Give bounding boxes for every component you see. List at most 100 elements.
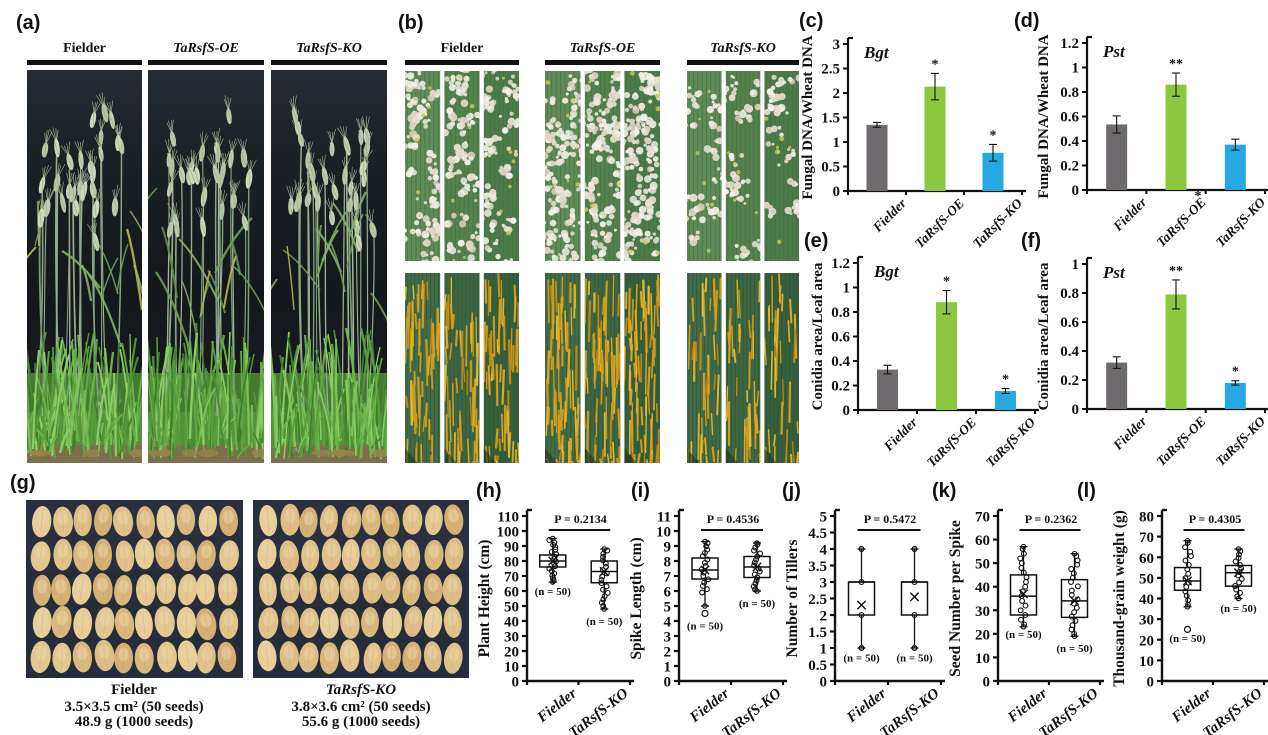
svg-text:Thousand-grain weight (g): Thousand-grain weight (g)	[1111, 510, 1128, 687]
svg-text:10: 10	[504, 660, 519, 676]
svg-text:Fielder: Fielder	[441, 41, 484, 56]
svg-text:8: 8	[664, 555, 672, 571]
svg-text:**: **	[1169, 264, 1183, 279]
svg-text:(n = 50): (n = 50)	[1169, 633, 1206, 645]
svg-text:80: 80	[504, 555, 519, 571]
svg-text:Fielder: Fielder	[1110, 194, 1150, 234]
svg-text:3: 3	[833, 37, 841, 53]
svg-text:Fielder: Fielder	[1168, 685, 1214, 726]
svg-text:(n = 50): (n = 50)	[739, 598, 776, 610]
svg-text:(g): (g)	[10, 472, 36, 494]
svg-text:1: 1	[820, 642, 828, 658]
svg-text:TaRsfS-KO: TaRsfS-KO	[1213, 194, 1268, 250]
svg-text:4: 4	[820, 543, 828, 559]
svg-text:TaRsfS-KO: TaRsfS-KO	[983, 414, 1039, 470]
svg-text:40: 40	[975, 580, 990, 596]
svg-text:10: 10	[975, 651, 990, 667]
svg-text:1.2: 1.2	[1060, 36, 1079, 52]
svg-text:10: 10	[656, 525, 671, 541]
svg-text:(k): (k)	[932, 480, 956, 502]
svg-text:0.4: 0.4	[831, 354, 850, 370]
svg-text:1: 1	[833, 135, 841, 151]
svg-text:TaRsfS-KO: TaRsfS-KO	[877, 685, 942, 735]
svg-text:(n = 50): (n = 50)	[1220, 603, 1257, 615]
svg-text:*: *	[943, 275, 950, 290]
svg-text:(l): (l)	[1077, 480, 1096, 502]
svg-text:Fungal DNA/Wheat DNA: Fungal DNA/Wheat DNA	[800, 35, 816, 199]
svg-text:0: 0	[664, 675, 672, 691]
svg-text:6: 6	[664, 585, 672, 601]
svg-text:TaRsfS-OE: TaRsfS-OE	[173, 41, 239, 56]
svg-text:0: 0	[1147, 675, 1155, 691]
svg-text:0.4: 0.4	[1060, 134, 1079, 150]
svg-text:TaRsfS-KO: TaRsfS-KO	[1213, 413, 1268, 469]
svg-text:Fielder: Fielder	[686, 685, 732, 726]
svg-text:(e): (e)	[804, 230, 828, 252]
svg-text:*: *	[1002, 373, 1009, 388]
svg-text:11: 11	[657, 510, 671, 526]
svg-text:40: 40	[1139, 592, 1154, 608]
svg-text:TaRsfS-OE: TaRsfS-OE	[912, 196, 967, 251]
svg-text:0.5: 0.5	[808, 658, 827, 674]
svg-text:0.4: 0.4	[1060, 344, 1079, 360]
svg-text:1: 1	[664, 660, 672, 676]
svg-text:(a): (a)	[16, 12, 40, 34]
svg-text:7: 7	[664, 570, 672, 586]
svg-text:*: *	[1195, 189, 1202, 204]
svg-text:50: 50	[1139, 571, 1154, 587]
svg-text:4.5: 4.5	[808, 526, 827, 542]
svg-text:P = 0.2134: P = 0.2134	[554, 512, 607, 526]
svg-text:3.8×3.6 cm² (50 seeds): 3.8×3.6 cm² (50 seeds)	[291, 699, 430, 715]
svg-text:*: *	[1232, 365, 1239, 380]
svg-text:0: 0	[1072, 402, 1080, 418]
svg-text:0.6: 0.6	[1060, 110, 1079, 126]
svg-text:1.5: 1.5	[808, 625, 827, 641]
svg-text:3.5×3.5 cm² (50 seeds): 3.5×3.5 cm² (50 seeds)	[64, 699, 203, 715]
svg-text:P = 0.4536: P = 0.4536	[707, 512, 760, 526]
svg-text:P = 0.4305: P = 0.4305	[1189, 512, 1242, 526]
svg-text:Plant Height (cm): Plant Height (cm)	[476, 540, 493, 658]
svg-text:0.6: 0.6	[1060, 315, 1079, 331]
svg-text:TaRsfS-KO: TaRsfS-KO	[326, 682, 396, 698]
svg-text:4: 4	[664, 615, 672, 631]
svg-text:(h): (h)	[476, 480, 502, 502]
svg-text:2: 2	[833, 86, 841, 102]
svg-text:10: 10	[1139, 654, 1154, 670]
svg-text:TaRsfS-OE: TaRsfS-OE	[924, 415, 979, 470]
svg-text:(f): (f)	[1021, 230, 1041, 252]
svg-text:Fielder: Fielder	[534, 685, 580, 726]
svg-text:2.5: 2.5	[821, 62, 840, 78]
svg-text:30: 30	[1139, 613, 1154, 629]
svg-text:0: 0	[843, 403, 851, 419]
svg-text:Conidia area/Leaf area: Conidia area/Leaf area	[810, 262, 826, 410]
svg-text:Fielder: Fielder	[111, 682, 157, 698]
svg-text:Fielder: Fielder	[1110, 413, 1150, 453]
svg-text:9: 9	[664, 540, 672, 556]
svg-text:3.5: 3.5	[808, 559, 827, 575]
svg-text:70: 70	[504, 570, 519, 586]
svg-text:0.2: 0.2	[1060, 373, 1079, 389]
svg-text:80: 80	[1139, 510, 1154, 526]
svg-text:0.8: 0.8	[1060, 286, 1079, 302]
svg-text:0: 0	[1072, 183, 1080, 199]
svg-text:0: 0	[983, 675, 991, 691]
svg-text:5: 5	[664, 600, 672, 616]
svg-text:TaRsfS-OE: TaRsfS-OE	[570, 41, 636, 56]
svg-text:1.5: 1.5	[821, 111, 840, 127]
svg-text:*: *	[990, 128, 997, 143]
svg-text:Fielder: Fielder	[869, 195, 909, 235]
svg-text:110: 110	[497, 510, 519, 526]
svg-text:60: 60	[975, 533, 990, 549]
svg-text:(j): (j)	[782, 480, 801, 502]
svg-text:(i): (i)	[631, 480, 650, 502]
svg-text:1: 1	[1072, 257, 1080, 273]
svg-text:55.6 g (1000 seeds): 55.6 g (1000 seeds)	[302, 714, 420, 730]
svg-text:60: 60	[504, 585, 519, 601]
svg-text:Fielder: Fielder	[1004, 685, 1050, 726]
svg-text:3: 3	[664, 630, 672, 646]
svg-text:TaRsfS-KO: TaRsfS-KO	[710, 41, 776, 56]
svg-text:0.2: 0.2	[831, 379, 850, 395]
svg-text:5: 5	[820, 510, 828, 526]
svg-text:2: 2	[664, 645, 672, 661]
svg-text:(n = 50): (n = 50)	[586, 616, 623, 628]
